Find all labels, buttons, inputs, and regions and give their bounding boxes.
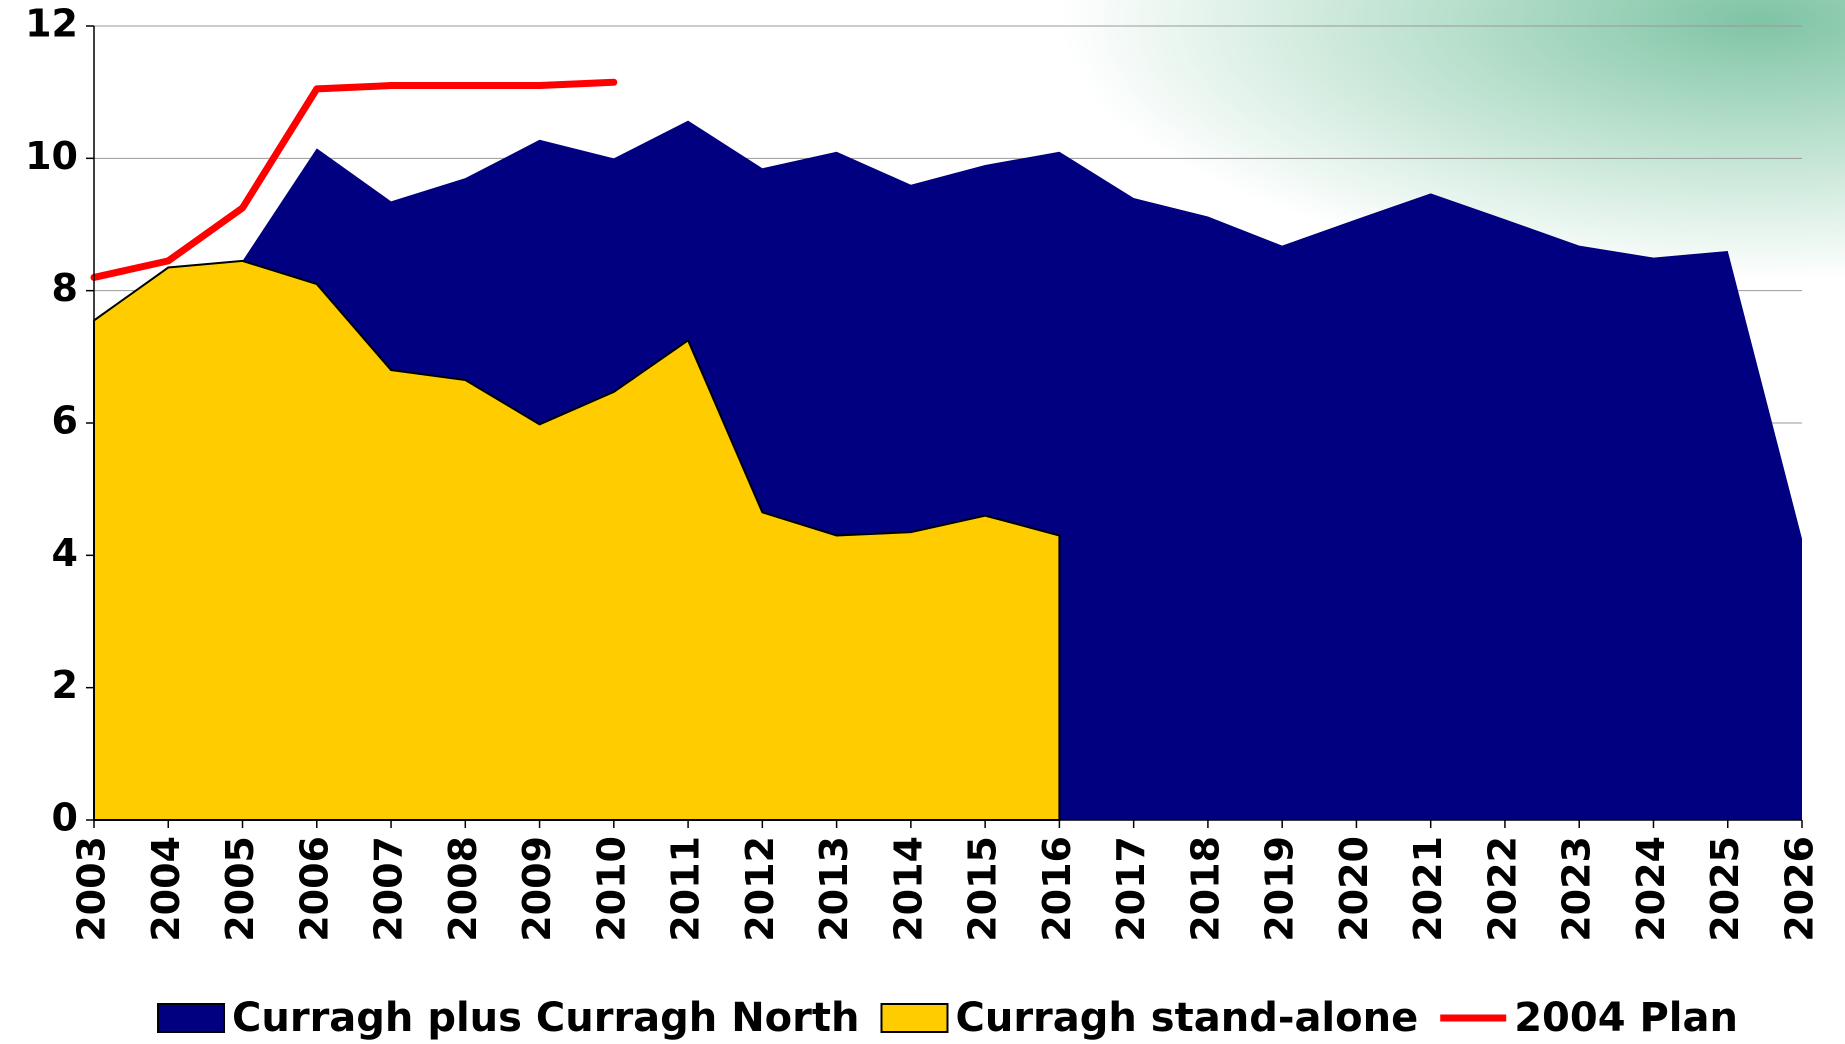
y-tick-label: 8 (52, 266, 78, 310)
y-tick-label: 10 (25, 134, 78, 178)
x-tick-label: 2013 (812, 836, 856, 942)
x-tick-label: 2003 (70, 836, 114, 942)
y-tick-label: 2 (52, 663, 78, 707)
x-tick-label: 2007 (367, 836, 411, 942)
x-tick-label: 2026 (1778, 836, 1822, 942)
y-tick-label: 12 (25, 2, 78, 46)
y-tick-label: 6 (52, 399, 78, 443)
x-tick-label: 2005 (218, 836, 262, 942)
x-tick-label: 2016 (1035, 836, 1079, 942)
x-tick-label: 2008 (441, 836, 485, 942)
x-tick-label: 2009 (515, 836, 559, 942)
x-tick-label: 2010 (589, 836, 633, 942)
x-tick-label: 2023 (1555, 836, 1599, 942)
x-tick-label: 2024 (1629, 836, 1673, 942)
x-tick-label: 2015 (961, 836, 1005, 942)
y-tick-label: 4 (52, 531, 78, 575)
legend-label: Curragh plus Curragh North (232, 995, 859, 1041)
x-tick-label: 2017 (1109, 836, 1153, 942)
x-tick-label: 2019 (1258, 836, 1302, 942)
legend: Curragh plus Curragh North Curragh stand-… (158, 995, 1738, 1041)
x-tick-label: 2022 (1480, 836, 1524, 942)
x-tick-label: 2025 (1703, 836, 1747, 942)
x-tick-label: 2004 (144, 836, 188, 942)
x-tick-label: 2011 (664, 836, 708, 942)
x-tick-label: 2012 (738, 836, 782, 942)
x-tick-label: 2020 (1332, 836, 1376, 942)
x-tick-label: 2021 (1406, 836, 1450, 942)
chart: 0 2 4 6 8 10 12 2003 2004 2005 2006 2007 2008 2009 201… (0, 0, 1845, 1044)
legend-swatch (158, 1004, 224, 1032)
x-tick-label: 2006 (292, 836, 336, 942)
y-tick-label: 0 (52, 796, 78, 840)
legend-label: Curragh stand-alone (955, 995, 1418, 1041)
x-tick-label: 2018 (1183, 836, 1227, 942)
x-tick-label: 2014 (886, 836, 930, 942)
legend-swatch (881, 1004, 947, 1032)
legend-label: 2004 Plan (1514, 995, 1738, 1041)
